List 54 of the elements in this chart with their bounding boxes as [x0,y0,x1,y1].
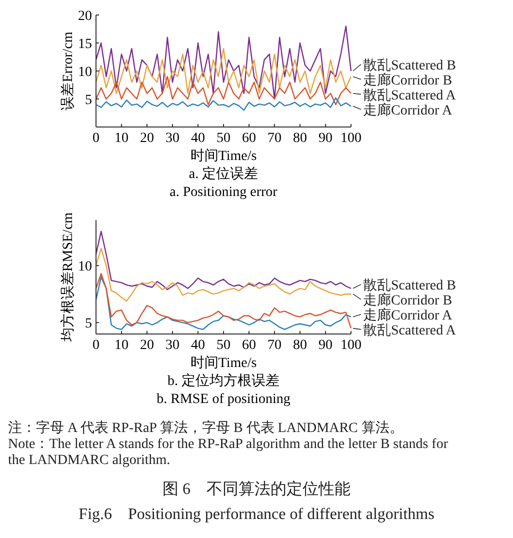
series-label: 散乱Scattered B [363,57,456,74]
line-series [95,97,352,111]
y-tick-label: 15 [78,37,92,52]
x-axis-title: 时间Time/s [190,148,257,164]
x-tick-label: 50 [216,131,230,146]
y-tick-label: 10 [78,65,92,80]
x-tick-label: 20 [140,131,154,146]
x-tick-label: 30 [166,338,180,353]
x-tick-label: 10 [114,131,128,146]
x-tick-label: 80 [293,338,307,353]
series-label: 散乱Scattered A [363,87,457,104]
y-tick-label: 20 [78,9,92,24]
x-tick-label: 100 [340,338,362,353]
text: a. Positioning error [170,185,278,200]
y-tick-label: 10 [78,260,92,275]
x-tick-label: 50 [216,338,230,353]
x-tick-label: 40 [191,338,205,353]
x-tick-label: 20 [140,338,154,353]
line-series [95,26,352,100]
y-axis-title: 误差Error/cm [60,32,76,110]
x-tick-label: 0 [92,131,100,146]
x-axis-title: 时间Time/s [190,355,257,371]
y-tick-label: 5 [85,93,92,108]
caption: 图 6 不同算法的定位性能 [162,480,350,498]
series-label: 走廊Corridor A [363,307,453,324]
series-label: 走廊Corridor B [363,292,452,308]
x-tick-label: 70 [268,338,282,353]
series-label: 走廊Corridor A [363,102,453,118]
line-series [95,248,352,302]
text: b. 定位均方根误差 [168,373,280,389]
x-tick-label: 30 [166,131,180,146]
line-series [95,48,352,94]
x-tick-label: 10 [114,338,128,353]
x-tick-label: 100 [340,131,362,146]
line-series [95,230,352,290]
y-tick-label: 5 [85,316,92,332]
series-label: 散乱Scattered B [363,277,456,294]
x-tick-label: 90 [318,131,332,146]
text: a. 定位误差 [188,166,258,182]
x-tick-label: 70 [268,131,282,146]
line-series [95,76,352,106]
caption: Fig.6 Positioning performance of different algorithms [78,506,434,523]
text: 注：字母 A 代表 RP-RaP 算法，字母 B 代表 LANDMARC 算法。 [8,420,404,436]
y-axis-title: 均方根误差RMSE/cm [60,212,76,343]
x-tick-label: 0 [92,338,100,353]
x-tick-label: 40 [191,131,205,146]
text: b. RMSE of positioning [156,392,290,407]
x-tick-label: 90 [318,338,332,353]
series-label: 散乱Scattered A [363,322,457,338]
x-tick-label: 60 [242,131,256,146]
x-tick-label: 60 [242,338,256,353]
series-label: 走廊Corridor B [363,72,452,88]
x-tick-label: 80 [293,131,307,146]
text: Note：The letter A stands for the RP-RaP algorithm and the letter B stands for the LANDMARC algorithm. [8,437,448,468]
